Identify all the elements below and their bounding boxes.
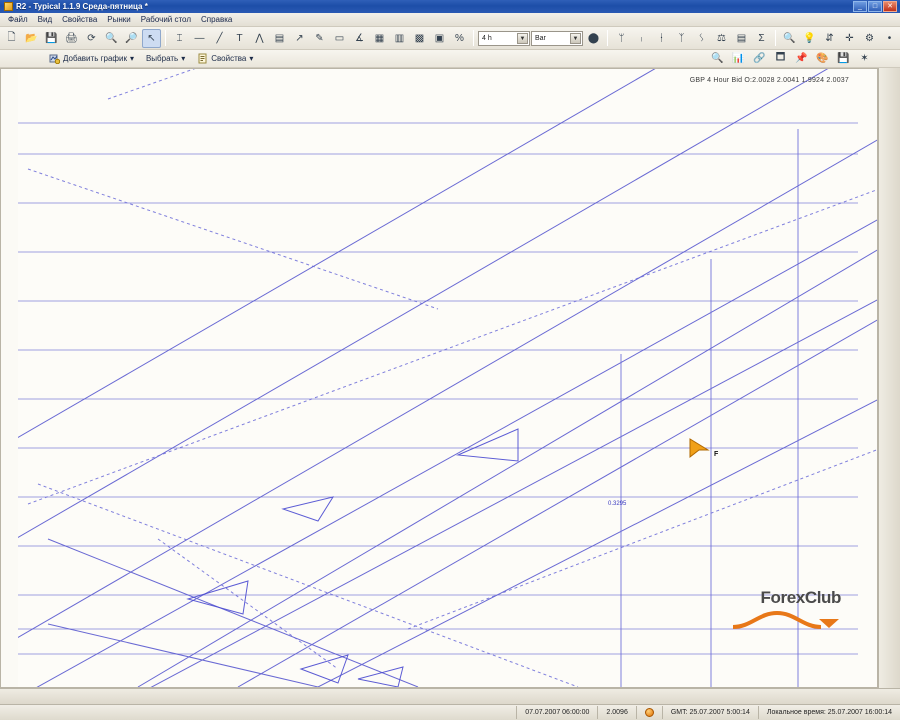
angle-tool-icon[interactable]: ∡ [355, 32, 364, 44]
main-toolbar: 🗋 📂 💾 🖨 ⟳ 🔍 🔎 ↖ ⌶ — ╱ T ⋀ ▤ ↗ ✎ ▭ ∡ ▦ ▥ ▩ ▣% 4 h ▼ Bar ▼ ⬤ ᛘ ᛧ ᚽ ᛉ ᛊ ⚖ ▤ Σ… [0, 27, 900, 50]
link-icon[interactable]: 🔗 [753, 53, 766, 64]
arrow-tool-icon[interactable]: ↗ [295, 32, 304, 44]
properties-button[interactable]: Свойства ▾ [192, 51, 258, 66]
select-label: Выбрать [145, 54, 179, 63]
select-button[interactable]: Выбрать ▾ [141, 52, 190, 65]
fib-annotation: 0.3295 [608, 501, 627, 507]
sum-icon[interactable]: Σ [758, 32, 765, 44]
hilo-icon[interactable]: ᛊ [698, 32, 705, 44]
chart-canvas[interactable]: GBP 4 Hour Bid O:2.0028 2.0041 1.9924 2.… [18, 69, 877, 687]
right-sidebar [878, 68, 900, 688]
window-icon[interactable]: 🗖 [775, 52, 786, 63]
minimize-button[interactable]: _ [853, 1, 867, 12]
columns-tool-icon[interactable]: ▩ [414, 32, 425, 44]
connected-indicator [635, 706, 662, 719]
properties-caret-icon: ▾ [249, 54, 254, 63]
compare-icon[interactable]: ⇵ [825, 32, 834, 44]
close-button[interactable]: ✕ [883, 1, 897, 12]
text-tool-icon[interactable]: T [236, 32, 243, 44]
bulb-icon[interactable]: 💡 [803, 32, 816, 44]
chart-toolbar: Добавить график ▾ Выбрать ▾ Свойства ▾ 🔍… [0, 50, 900, 68]
percent-tool-icon[interactable]: % [455, 32, 464, 44]
window-controls: _ □ ✕ [853, 1, 897, 12]
magnifier-icon[interactable]: 🔍 [783, 32, 796, 44]
toolbar-separator [165, 30, 166, 46]
menu-bar: Файл Вид Свойства Рынки Рабочий стол Справка [0, 13, 900, 27]
dot-icon[interactable]: • [887, 32, 892, 44]
toolbar-separator [607, 30, 608, 46]
palette-icon[interactable]: 🎨 [816, 53, 829, 64]
add-chart-button[interactable]: Добавить график ▾ [44, 51, 139, 66]
toolbar-separator [775, 30, 776, 46]
bars-tool-icon[interactable]: ▥ [394, 32, 405, 44]
line-chart-icon[interactable]: ᚽ [658, 32, 665, 44]
hline-tool-icon[interactable]: — [194, 32, 205, 44]
cursor-tool-icon[interactable]: ⌶ [176, 32, 183, 44]
timeframe-select-value: 4 h [482, 34, 492, 42]
chart-ohlc-header: GBP 4 Hour Bid O:2.0028 2.0041 1.9924 2.… [689, 77, 849, 84]
chevron-down-icon[interactable]: ▼ [517, 32, 528, 44]
new-icon[interactable]: 🗋 [7, 31, 16, 43]
add-chart-label: Добавить график [63, 54, 127, 63]
toolbar-separator [473, 30, 474, 46]
fib-tool-icon[interactable]: ⋀ [255, 32, 264, 44]
menu-view[interactable]: Вид [37, 15, 53, 24]
chart-style-select-value: Bar [535, 34, 546, 42]
maximize-button[interactable]: □ [868, 1, 882, 12]
zoom-in-icon[interactable]: 🔍 [105, 32, 118, 44]
open-icon[interactable]: 📂 [25, 32, 38, 44]
chart-tab-strip [0, 688, 900, 704]
chart-pane: GBP 4 Hour Bid O:2.0028 2.0041 1.9924 2.… [0, 68, 878, 688]
candle-icon [4, 2, 13, 11]
pointer-tool-icon[interactable]: ↖ [142, 28, 161, 48]
grid-tool-icon[interactable]: ▦ [374, 32, 385, 44]
chart-plot [18, 69, 877, 687]
select-caret-icon: ▾ [181, 54, 186, 63]
zoom-out-icon[interactable]: 🔎 [125, 32, 138, 44]
settings-icon[interactable]: ⚙ [865, 32, 874, 44]
ellipse-tool-icon[interactable]: ▭ [334, 32, 345, 44]
save-icon[interactable]: 💾 [45, 32, 58, 44]
print-icon[interactable]: 🖨 [65, 32, 78, 44]
menu-desktop[interactable]: Рабочий стол [140, 15, 191, 24]
scale-icon[interactable]: ⚖ [717, 32, 726, 44]
menu-help[interactable]: Справка [201, 15, 233, 24]
status-datetime: 07.07.2007 06:00:00 [516, 706, 597, 719]
properties-icon [197, 53, 208, 64]
color-picker-icon[interactable]: ⬤ [587, 32, 600, 44]
add-chart-caret-icon: ▾ [129, 54, 134, 63]
star-icon[interactable]: ✶ [860, 53, 869, 64]
status-gmt: GMT: 25.07.2007 5:00:14 [661, 706, 758, 719]
cross-icon[interactable]: ✛ [845, 32, 854, 44]
pin-icon[interactable]: 📌 [795, 53, 808, 64]
chart-cursor-marker [688, 437, 712, 464]
menu-properties[interactable]: Свойства [62, 15, 98, 24]
chart-style-select[interactable]: Bar ▼ [531, 30, 583, 46]
window-title: R2 - Typical 1.1.9 Среда-пятница * [16, 2, 148, 11]
chart-type-icon[interactable]: 📊 [732, 53, 745, 64]
trendline-tool-icon[interactable]: ╱ [216, 32, 223, 44]
status-local-time: Локальное время: 25.07.2007 16:00:14 [757, 706, 900, 719]
search-chart-icon[interactable]: 🔍 [711, 53, 724, 64]
status-price: 2.0096 [597, 706, 635, 719]
menu-file[interactable]: Файл [8, 15, 28, 24]
cursor-label: F [714, 451, 719, 458]
ohlc-icon[interactable]: ᛧ [638, 32, 645, 44]
refresh-icon[interactable]: ⟳ [87, 32, 96, 44]
rect-tool-icon[interactable]: ▤ [274, 32, 285, 44]
status-bar: 07.07.2007 06:00:00 2.0096 GMT: 25.07.20… [0, 704, 900, 720]
properties-label: Свойства [211, 54, 247, 63]
chevron-down-icon[interactable]: ▼ [570, 32, 581, 44]
pencil-tool-icon[interactable]: ✎ [315, 32, 324, 44]
channel-tool-icon[interactable]: ▣ [434, 32, 445, 44]
timeframe-select[interactable]: 4 h ▼ [478, 30, 530, 46]
area-chart-icon[interactable]: ᛉ [678, 32, 685, 44]
title-bar: R2 - Typical 1.1.9 Среда-пятница * _ □ ✕ [0, 0, 900, 13]
menu-markets[interactable]: Рынки [107, 15, 131, 24]
add-chart-icon [49, 53, 61, 65]
candles-icon[interactable]: ᛘ [618, 32, 625, 44]
save-layout-icon[interactable]: 💾 [837, 53, 850, 64]
volume-icon[interactable]: ▤ [736, 32, 747, 44]
